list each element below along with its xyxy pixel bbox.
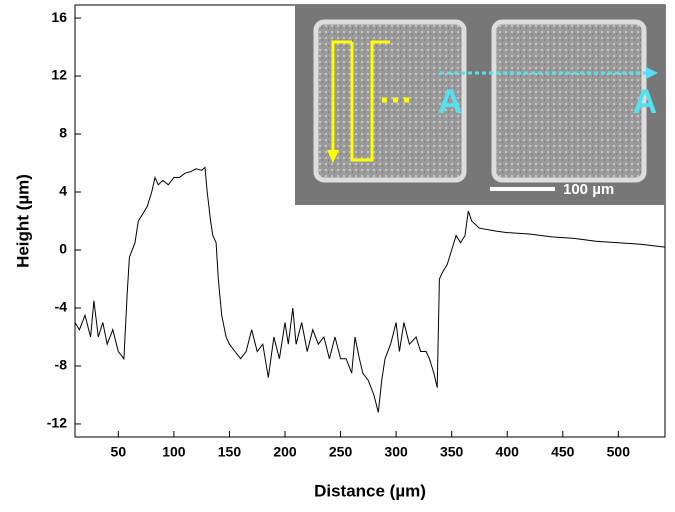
y-tick-label: 0 bbox=[59, 241, 67, 257]
arrow-head bbox=[646, 67, 658, 79]
x-tick-label: 50 bbox=[111, 444, 127, 460]
scale-label: 100 µm bbox=[563, 181, 614, 198]
x-tick-label: 400 bbox=[496, 444, 520, 460]
section-label: A bbox=[438, 83, 463, 121]
x-tick-label: 150 bbox=[218, 444, 242, 460]
x-tick-label: 300 bbox=[384, 444, 408, 460]
y-tick-label: 12 bbox=[51, 67, 67, 83]
y-tick-label: -8 bbox=[55, 357, 68, 373]
section-label: A bbox=[633, 83, 658, 121]
y-tick-label: 8 bbox=[59, 125, 67, 141]
y-tick-label: -12 bbox=[47, 415, 67, 431]
x-axis-label: Distance (µm) bbox=[314, 481, 426, 500]
pad bbox=[491, 19, 647, 183]
y-tick-label: -4 bbox=[55, 299, 68, 315]
x-tick-label: 250 bbox=[329, 444, 353, 460]
scan-path bbox=[331, 40, 352, 158]
x-tick-label: 100 bbox=[162, 444, 186, 460]
x-tick-label: 450 bbox=[551, 444, 575, 460]
arrow-head bbox=[327, 150, 339, 163]
sem-inset: A A 100 µm bbox=[295, 5, 665, 205]
scan-path bbox=[350, 40, 390, 162]
x-tick-label: 200 bbox=[273, 444, 297, 460]
y-tick-label: 4 bbox=[59, 183, 67, 199]
y-tick-label: 16 bbox=[51, 9, 67, 25]
x-tick-label: 350 bbox=[440, 444, 464, 460]
profile-line bbox=[74, 166, 666, 413]
y-axis-label: Height (µm) bbox=[13, 174, 32, 268]
x-tick-label: 500 bbox=[607, 444, 631, 460]
